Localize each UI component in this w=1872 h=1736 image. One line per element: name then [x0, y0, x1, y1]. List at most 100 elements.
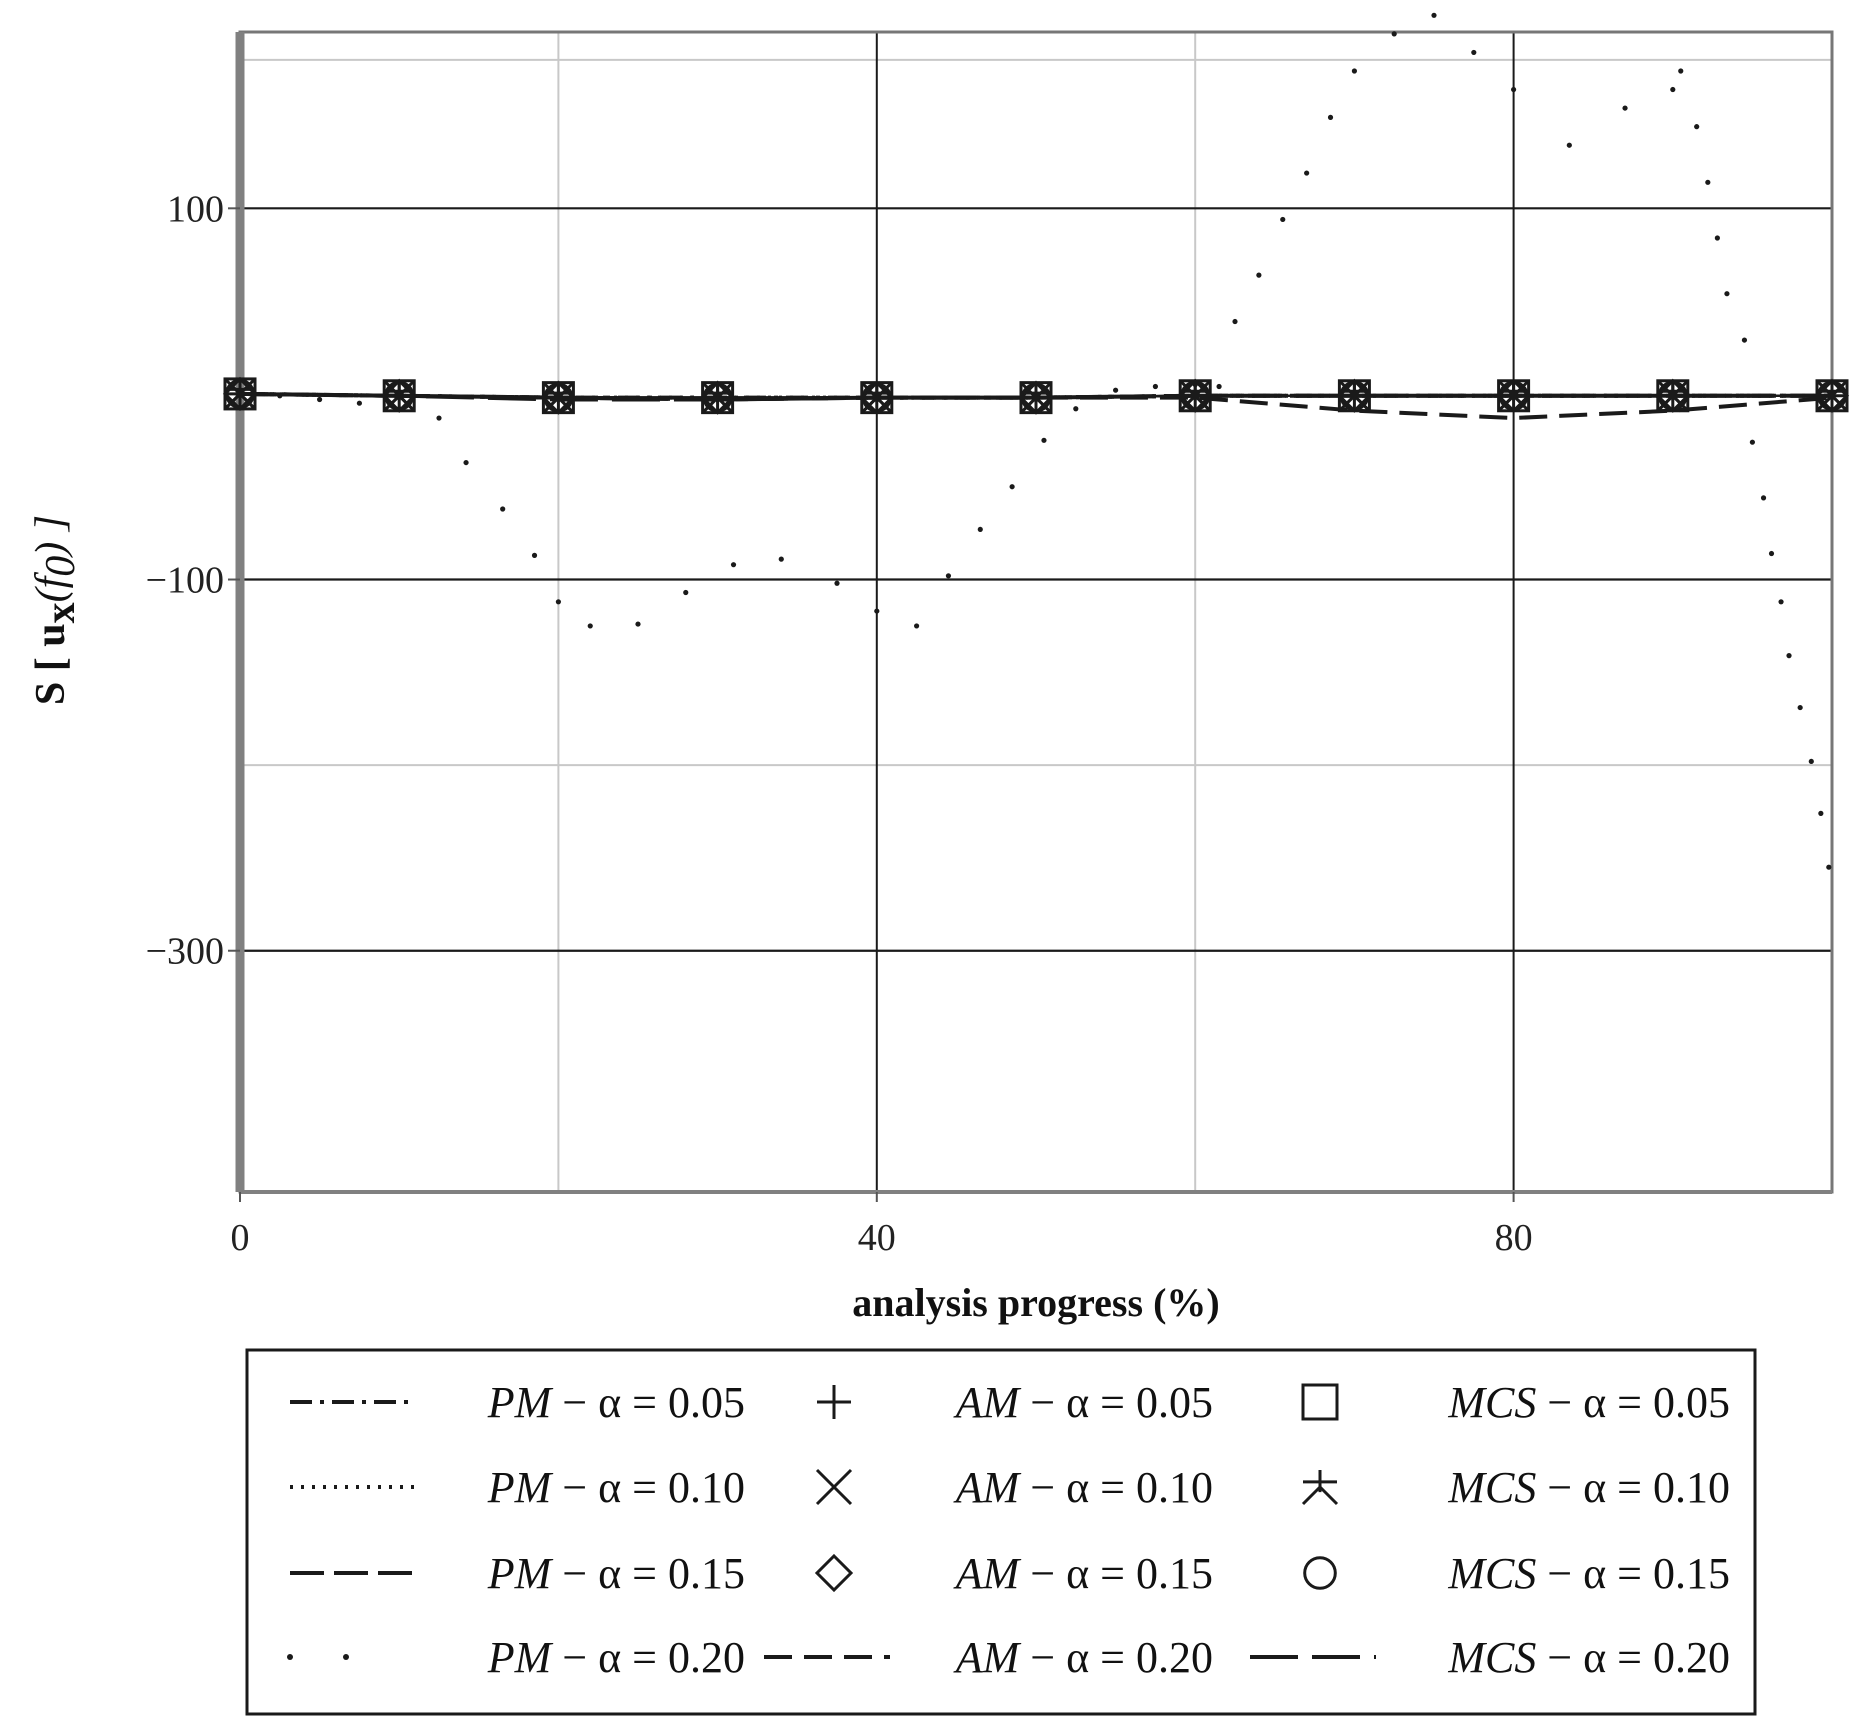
data-point — [1216, 383, 1222, 390]
data-point — [356, 400, 362, 406]
star-marker — [1338, 380, 1371, 412]
legend-label: AM − α = 0.05 — [953, 1378, 1213, 1427]
series-line — [239, 391, 1832, 402]
data-point — [1280, 216, 1286, 223]
legend-item: PM − α = 0.10 — [290, 1463, 745, 1512]
y-tick-label: 100 — [167, 188, 224, 230]
x-tick-label: 0 — [231, 1217, 250, 1259]
data-point — [1391, 31, 1397, 37]
data-point — [1511, 86, 1517, 93]
series-3 — [237, 12, 1832, 870]
data-point — [1778, 599, 1784, 605]
plus-marker — [817, 1385, 851, 1419]
data-point — [834, 580, 840, 586]
square-marker — [1301, 1383, 1339, 1421]
tick-labels: 0 40 80 100 −100 −300 — [146, 188, 1533, 1259]
legend-item: MCS − α = 0.05 — [1301, 1378, 1730, 1427]
data-point — [555, 599, 562, 605]
data-point — [1327, 114, 1334, 120]
legend-label: MCS − α = 0.20 — [1447, 1633, 1730, 1682]
data-point — [463, 459, 469, 466]
data-point — [1818, 810, 1824, 816]
star-marker — [1301, 1470, 1339, 1506]
data-point — [1304, 170, 1310, 176]
legend-box — [245, 1348, 1757, 1716]
plot-frame — [238, 30, 1834, 1194]
y-tick-label: −300 — [146, 931, 224, 973]
y-axis-label-text: S [ ux(f0) ] — [28, 515, 84, 705]
legend-label: MCS − α = 0.10 — [1447, 1463, 1730, 1512]
x-tick-label: 80 — [1495, 1217, 1533, 1259]
data-point — [874, 608, 880, 614]
data-point — [635, 621, 641, 627]
legend-swatch — [343, 1654, 349, 1660]
star-marker — [1179, 380, 1212, 412]
legend-label: PM − α = 0.20 — [487, 1633, 745, 1682]
data-point — [436, 415, 442, 421]
data-point — [1041, 437, 1047, 443]
data-point — [317, 396, 323, 403]
data-point — [945, 573, 952, 579]
data-point — [500, 506, 506, 512]
data-point — [1826, 864, 1832, 870]
legend-item: PM − α = 0.15 — [290, 1549, 745, 1598]
data-point — [531, 552, 538, 558]
data-point — [1622, 105, 1628, 111]
legend-item: AM − α = 0.15 — [814, 1549, 1213, 1598]
data-point — [683, 589, 689, 596]
data-point — [1431, 12, 1437, 18]
series-11 — [239, 391, 1832, 402]
legend-label: PM − α = 0.05 — [487, 1378, 745, 1427]
star-marker — [860, 382, 893, 414]
data-point — [587, 623, 593, 629]
circle-marker — [1303, 1556, 1337, 1590]
legend-item: MCS − α = 0.20 — [1250, 1633, 1730, 1682]
legend-item: PM − α = 0.05 — [290, 1378, 745, 1427]
data-point — [914, 623, 920, 629]
diamond-marker — [814, 1553, 854, 1593]
legend-label: AM − α = 0.20 — [953, 1633, 1213, 1682]
data-point — [1113, 387, 1119, 393]
legend-item: MCS − α = 0.15 — [1303, 1549, 1730, 1598]
data-point — [1741, 337, 1748, 343]
legend-label: AM − α = 0.10 — [953, 1463, 1213, 1512]
data-point — [1670, 86, 1676, 93]
data-point — [1786, 653, 1792, 659]
star-marker — [383, 380, 416, 412]
legend-label: MCS − α = 0.05 — [1447, 1378, 1730, 1427]
data-point — [730, 562, 737, 568]
star-marker — [1656, 380, 1689, 412]
star-marker — [1019, 382, 1053, 414]
legend-label: PM − α = 0.10 — [487, 1463, 745, 1512]
star-marker — [1497, 380, 1530, 412]
data-point — [1678, 68, 1684, 74]
data-point — [1351, 68, 1357, 74]
data-point — [1749, 439, 1755, 445]
data-point — [977, 526, 983, 533]
data-point — [1152, 383, 1158, 390]
x-axis-label: analysis progress (%) — [852, 1280, 1219, 1325]
star-marker — [1815, 380, 1849, 412]
data-point — [1808, 758, 1814, 765]
y-tick-label: −100 — [146, 560, 224, 602]
data-point — [1714, 235, 1720, 241]
series-layer — [222, 12, 1850, 870]
grid — [240, 32, 1833, 1192]
data-point — [1797, 704, 1803, 711]
data-point — [1256, 272, 1262, 278]
legend-item: AM − α = 0.20 — [764, 1633, 1213, 1682]
legend-label: AM − α = 0.15 — [953, 1549, 1213, 1598]
data-point — [1768, 550, 1775, 557]
legend-item: AM − α = 0.10 — [815, 1463, 1213, 1512]
data-point — [1471, 49, 1477, 56]
y-axis-label: S [ ux(f0) ] — [28, 515, 84, 705]
legend: PM − α = 0.05 AM − α = 0.05 MCS − α = 0.05… — [245, 1348, 1757, 1716]
data-point — [1232, 318, 1238, 325]
data-point — [1694, 124, 1700, 130]
legend-item: PM − α = 0.20 — [287, 1633, 745, 1682]
legend-label: MCS − α = 0.15 — [1447, 1549, 1730, 1598]
legend-item: AM − α = 0.05 — [817, 1378, 1213, 1427]
star-marker — [701, 382, 734, 414]
data-point — [1760, 495, 1767, 501]
